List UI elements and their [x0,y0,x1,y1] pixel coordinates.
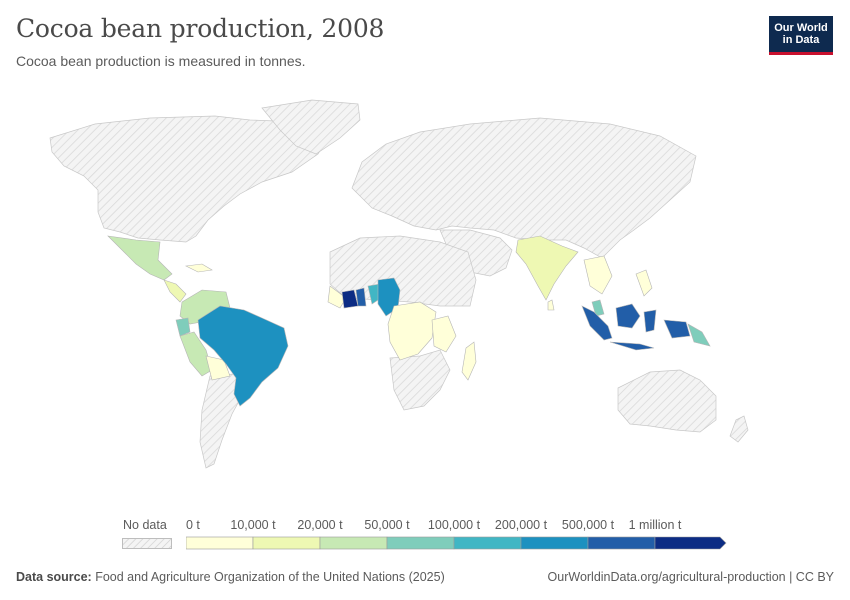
owid-logo[interactable]: Our World in Data [769,16,833,55]
legend-no-data-label: No data [123,518,167,532]
legend-no-data-swatch [122,538,172,549]
legend-label-5: 200,000 t [494,518,548,532]
country-ghana[interactable] [355,287,367,307]
country-philippines[interactable] [635,269,653,297]
legend-swatch-6 [587,536,656,550]
region-greenland[interactable] [261,99,361,155]
logo-line-2: in Data [782,34,820,46]
legend-label-7: 1 million t [628,518,682,532]
legend-label-4: 100,000 t [427,518,481,532]
country-sri-lanka[interactable] [547,299,555,311]
region-north-america[interactable] [49,115,331,243]
legend-swatch-2 [319,536,388,550]
legend-swatch-5 [520,536,589,550]
country-papua-new-guinea[interactable] [687,323,711,347]
region-australia[interactable] [617,369,717,433]
country-indonesia-sumatra[interactable] [581,305,613,341]
legend-label-2: 20,000 t [297,518,343,532]
legend-swatch-4 [453,536,522,550]
legend-color-scale [186,536,727,550]
country-mexico[interactable] [107,235,173,281]
footer-source: Data source: Food and Agriculture Organi… [16,570,445,584]
legend-label-0: 0 t [186,518,200,532]
page-title: Cocoa bean production, 2008 [16,14,385,43]
country-indochina[interactable] [583,255,613,295]
country-indonesia-sulawesi[interactable] [643,309,657,333]
country-brazil[interactable] [197,305,289,407]
legend-swatch-1 [252,536,321,550]
country-indonesia-borneo[interactable] [615,303,641,329]
country-indonesia-papua[interactable] [663,319,691,339]
footer-link[interactable]: OurWorldinData.org/agricultural-producti… [547,570,834,584]
country-madagascar[interactable] [461,341,477,381]
country-malaysia[interactable] [591,299,605,317]
country-india[interactable] [515,235,579,301]
region-new-zealand[interactable] [729,415,749,443]
country-ecuador[interactable] [175,317,191,337]
country-indonesia-java[interactable] [609,341,655,351]
country-central-africa[interactable] [387,301,437,361]
map-legend: No data 0 t 10,000 t 20,000 t 50,000 t 100,0… [0,510,850,555]
legend-label-1: 10,000 t [230,518,276,532]
legend-swatch-7 [654,536,727,550]
region-southern-africa[interactable] [389,349,451,411]
country-west-africa[interactable] [327,285,347,309]
source-text: Food and Agriculture Organization of the… [95,570,445,584]
world-map[interactable] [0,80,850,510]
legend-swatch-3 [386,536,455,550]
page-subtitle: Cocoa bean production is measured in ton… [16,53,306,69]
region-eurasia[interactable] [351,117,697,259]
legend-label-6: 500,000 t [561,518,615,532]
country-east-africa[interactable] [431,315,457,353]
logo-line-1: Our World [774,22,828,34]
source-label: Data source: [16,570,92,584]
legend-label-3: 50,000 t [364,518,410,532]
legend-swatch-0 [186,536,254,550]
country-caribbean[interactable] [184,263,213,273]
country-central-america[interactable] [163,279,187,303]
